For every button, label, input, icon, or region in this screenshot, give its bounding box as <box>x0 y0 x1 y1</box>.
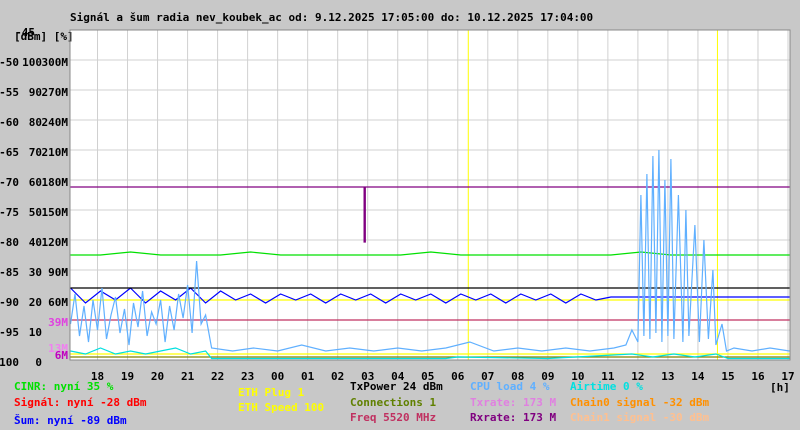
y3-tick-label: 150M <box>42 206 69 219</box>
x-tick-label: 17 <box>781 370 794 383</box>
x-tick-label: 20 <box>151 370 164 383</box>
y-tick-label: -45 <box>15 26 35 39</box>
y3-tick-label: 300M <box>42 56 69 69</box>
y2-tick-label: 80 <box>29 116 42 129</box>
y3-mark-label: 39M <box>48 316 68 329</box>
y-tick-label: -80 <box>0 236 19 249</box>
y3-tick-label: 210M <box>42 146 69 159</box>
x-tick-label: 16 <box>751 370 765 383</box>
x-tick-label: 14 <box>691 370 705 383</box>
legend-entry: Šum: nyní -89 dBm <box>14 414 127 427</box>
y3-mark-label: 6M <box>55 349 69 362</box>
y2-tick-label: 20 <box>29 296 42 309</box>
y2-tick-label: 0 <box>35 356 42 369</box>
x-tick-label: 08 <box>511 370 524 383</box>
legend-entry: CPU load 4 % <box>470 380 550 393</box>
legend-entry: ETH Plug 1 <box>238 386 305 399</box>
legend-entry: Connections 1 <box>350 396 436 409</box>
x-tick-label: 23 <box>241 370 254 383</box>
y3-mark-label: 13M <box>48 342 68 355</box>
x-tick-label: 00 <box>271 370 284 383</box>
y-tick-label: -60 <box>0 116 19 129</box>
y2-tick-label: 40 <box>29 236 42 249</box>
plot-frame <box>69 29 791 361</box>
y2-tick-label: 100 <box>22 56 42 69</box>
x-tick-label: 18 <box>91 370 104 383</box>
chart-title: Signál a šum radia nev_koubek_ac od: 9.1… <box>70 11 593 24</box>
x-tick-label: 09 <box>541 370 554 383</box>
legend-entry: Txrate: 173 M <box>470 396 556 409</box>
y3-tick-label: 240M <box>42 116 69 129</box>
legend-entry: TxPower 24 dBm <box>350 380 443 393</box>
series-line <box>70 186 790 243</box>
legend-entry: CINR: nyní 35 % <box>14 380 114 393</box>
y-tick-label: -70 <box>0 176 19 189</box>
y-tick-label: -55 <box>0 86 19 99</box>
y-tick-label: -50 <box>0 56 19 69</box>
y-tick-label: -95 <box>0 326 19 339</box>
x-tick-label: 01 <box>301 370 315 383</box>
legend-entry: Chain1 signal -30 dBm <box>570 411 709 424</box>
x-tick-label: 12 <box>631 370 644 383</box>
x-tick-label: 15 <box>721 370 734 383</box>
y2-tick-label: 90 <box>29 86 42 99</box>
y-tick-label: -100 <box>0 356 19 369</box>
y2-tick-label: 30 <box>29 266 42 279</box>
x-tick-label: 06 <box>451 370 465 383</box>
series-line <box>69 149 790 352</box>
y3-tick-label: 120M <box>42 236 69 249</box>
legend-entry: Airtime 0 % <box>570 380 643 393</box>
legend-entry: Chain0 signal -32 dBm <box>570 396 709 409</box>
legend-entry: Signál: nyní -28 dBm <box>14 396 147 409</box>
legend-entry: Rxrate: 173 M <box>470 411 556 424</box>
legend-entry: ETH Speed 100 <box>238 401 324 414</box>
series-line <box>70 347 790 360</box>
y-tick-label: -85 <box>0 266 19 279</box>
y-tick-label: -65 <box>0 146 19 159</box>
x-tick-label: 21 <box>181 370 195 383</box>
y-tick-label: -75 <box>0 206 19 219</box>
y2-tick-label: 50 <box>29 206 42 219</box>
x-units: [h] <box>770 381 790 394</box>
series-line <box>70 251 790 256</box>
y2-tick-label: 70 <box>29 146 42 159</box>
y3-tick-label: 60M <box>48 296 68 309</box>
legend-entry: Freq 5520 MHz <box>350 411 436 424</box>
x-tick-label: 22 <box>211 370 224 383</box>
y2-tick-label: 10 <box>29 326 42 339</box>
y3-tick-label: 270M <box>42 86 69 99</box>
y-units: [dBm] [%] <box>14 30 74 43</box>
y2-tick-label: 60 <box>29 176 42 189</box>
x-tick-label: 04 <box>391 370 405 383</box>
x-tick-label: 11 <box>601 370 615 383</box>
x-tick-label: 13 <box>661 370 674 383</box>
x-tick-label: 02 <box>331 370 344 383</box>
y3-tick-label: 180M <box>42 176 69 189</box>
y-tick-label: -90 <box>0 296 19 309</box>
x-tick-label: 10 <box>571 370 584 383</box>
x-tick-label: 07 <box>481 370 494 383</box>
y3-tick-label: 90M <box>48 266 68 279</box>
x-tick-label: 05 <box>421 370 434 383</box>
x-tick-label: 19 <box>121 370 134 383</box>
x-tick-label: 03 <box>361 370 374 383</box>
